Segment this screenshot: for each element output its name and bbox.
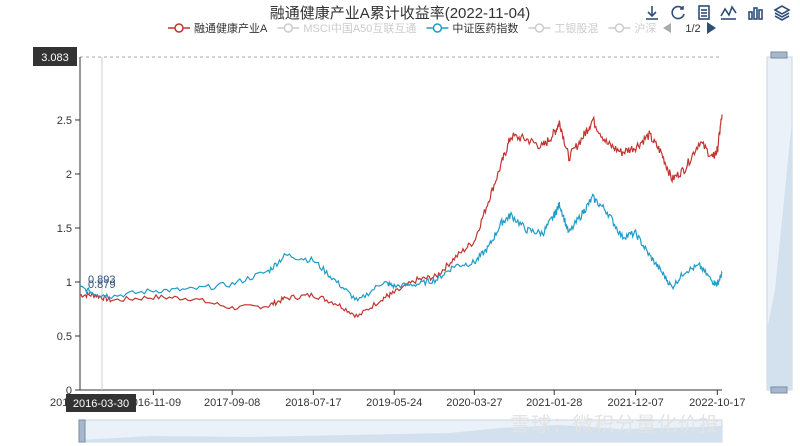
legend-item[interactable]: 工银股混 bbox=[528, 21, 598, 35]
x-ticks: 2016-11-09 2017-09-08 2018-07-17 2019-05-24… bbox=[126, 390, 745, 409]
bar-type-icon[interactable] bbox=[748, 7, 763, 20]
toolbox bbox=[646, 5, 791, 21]
series-line-csi-pharma bbox=[79, 193, 723, 302]
legend-circle-marker bbox=[614, 23, 625, 33]
legend: 融通健康产业A MSCI中国A50互联互通 中证医药指数 工银股混 沪深 1/2 bbox=[168, 21, 716, 35]
x-zoom-slider[interactable] bbox=[78, 419, 723, 443]
legend-item[interactable]: 中证医药指数 bbox=[426, 21, 518, 35]
legend-circle-marker bbox=[432, 23, 443, 33]
x-tick-label: 2020-03-27 bbox=[446, 397, 502, 409]
y-tick-label: 2 bbox=[66, 169, 72, 181]
max-marker-box bbox=[33, 47, 77, 66]
pointer-value-blue: 0.893 bbox=[88, 274, 116, 286]
pointer-value-red: 0.879 bbox=[88, 279, 116, 291]
series-layer bbox=[79, 114, 723, 319]
watermark: 雪球：微积分量化价投 bbox=[510, 412, 720, 436]
y-zoom-handle-bottom[interactable] bbox=[770, 386, 788, 394]
data-view-icon[interactable] bbox=[698, 5, 710, 20]
legend-label: MSCI中国A50互联互通 bbox=[303, 22, 416, 35]
legend-item[interactable]: 沪深 bbox=[608, 21, 656, 35]
legend-next-icon[interactable] bbox=[707, 22, 716, 34]
y-tick-label: 0 bbox=[66, 385, 72, 397]
legend-item[interactable]: MSCI中国A50互联互通 bbox=[277, 22, 416, 35]
y-tick-label: 1 bbox=[66, 277, 72, 289]
stack-icon[interactable] bbox=[773, 5, 791, 21]
pointer-date-label: 2016-03-30 bbox=[73, 398, 129, 410]
x-tick-label: 2016-11-09 bbox=[126, 397, 181, 409]
y-zoom-slider[interactable] bbox=[766, 51, 793, 394]
refresh-icon[interactable] bbox=[671, 5, 685, 20]
y-tick-label: 1.5 bbox=[57, 223, 72, 235]
pointer-date-box bbox=[66, 394, 136, 412]
x-tick-label: 2017-09-08 bbox=[204, 397, 260, 409]
legend-label: 中证医药指数 bbox=[452, 21, 518, 35]
legend-pager: 1/2 bbox=[663, 22, 716, 35]
x-start-label: 201 bbox=[50, 397, 68, 409]
legend-label: 工银股混 bbox=[554, 21, 598, 35]
x-tick-label: 2022-10-17 bbox=[689, 397, 745, 409]
y-tick-label: 0.5 bbox=[57, 331, 72, 343]
x-tick-label: 2019-05-24 bbox=[366, 397, 422, 409]
max-marker-label: 3.083 bbox=[41, 52, 69, 64]
chart-title: 融通健康产业A累计收益率(2022-11-04) bbox=[270, 5, 531, 22]
x-tick-label: 2021-01-28 bbox=[526, 397, 582, 409]
download-icon[interactable] bbox=[646, 6, 658, 20]
line-type-icon[interactable] bbox=[720, 5, 737, 20]
series-line-rongtong-health bbox=[79, 114, 723, 319]
y-zoom-handle-top[interactable] bbox=[770, 51, 788, 59]
legend-prev-icon[interactable] bbox=[663, 23, 671, 33]
legend-circle-marker bbox=[283, 23, 294, 33]
axes bbox=[79, 57, 722, 391]
legend-label: 融通健康产业A bbox=[194, 21, 268, 35]
x-tick-label: 2021-12-07 bbox=[607, 397, 663, 409]
legend-label: 沪深 bbox=[634, 21, 656, 35]
x-zoom-handle-left[interactable] bbox=[78, 419, 86, 443]
legend-item[interactable]: 融通健康产业A bbox=[168, 21, 268, 35]
x-tick-label: 2018-07-17 bbox=[285, 397, 341, 409]
y-tick-label: 2.5 bbox=[57, 115, 72, 127]
legend-circle-marker bbox=[534, 23, 545, 33]
y-ticks: 0 0.5 1 1.5 2 2.5 bbox=[57, 115, 80, 397]
legend-page-indicator: 1/2 bbox=[685, 23, 700, 35]
legend-circle-marker bbox=[174, 23, 184, 33]
